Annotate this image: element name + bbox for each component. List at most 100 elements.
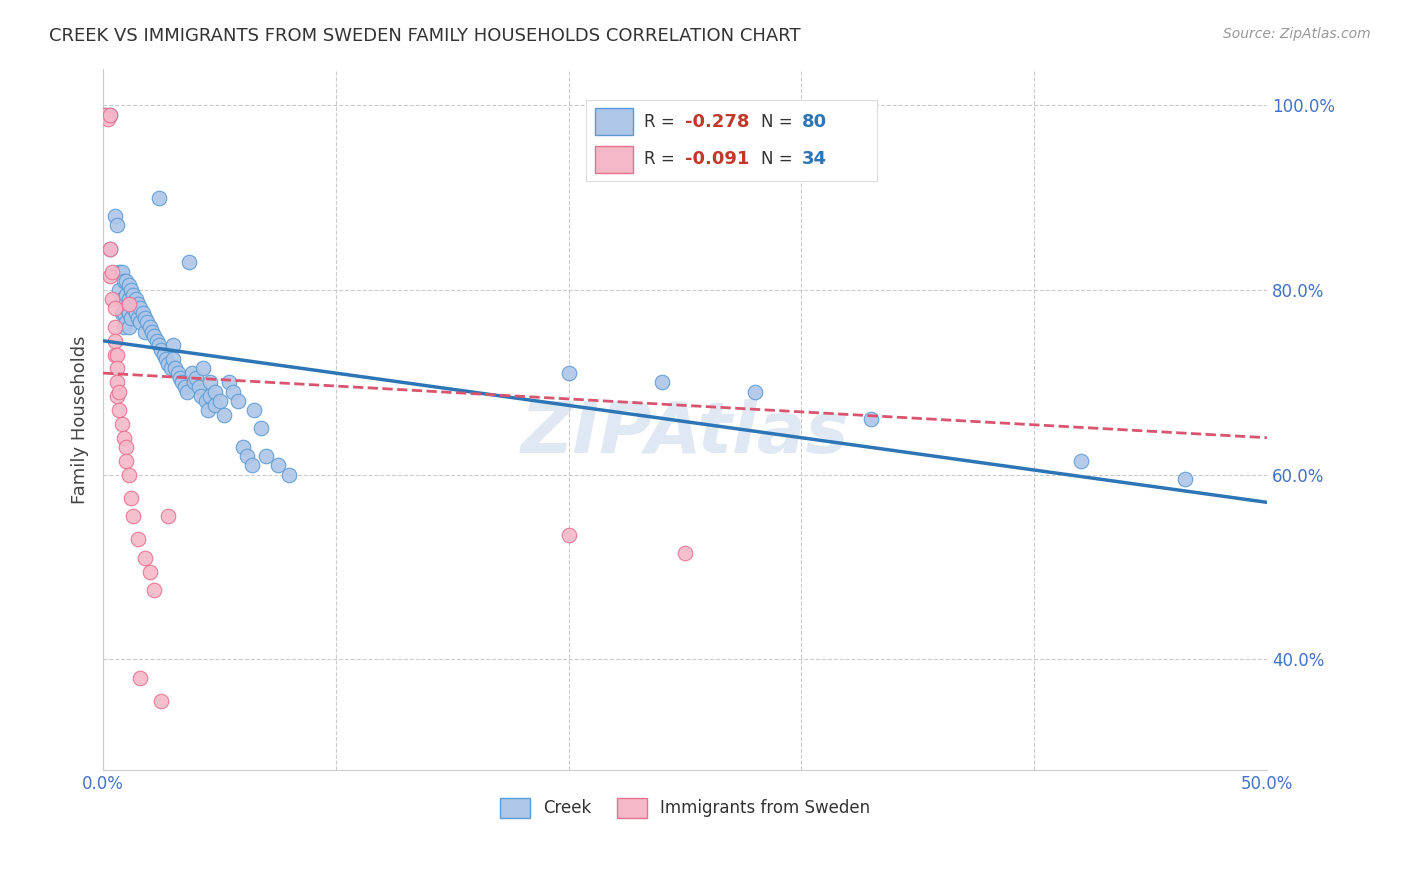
Point xyxy=(193,361,215,376)
Point xyxy=(218,376,240,390)
Legend: Creek, Immigrants from Sweden: Creek, Immigrants from Sweden xyxy=(494,791,877,825)
Point xyxy=(104,320,127,334)
Point xyxy=(129,315,152,329)
Point xyxy=(138,565,160,579)
Point xyxy=(243,403,266,417)
Point xyxy=(145,334,167,348)
Point xyxy=(148,338,170,352)
Point xyxy=(169,370,191,384)
Point xyxy=(129,671,152,685)
Point xyxy=(651,376,673,390)
Point xyxy=(198,389,221,403)
Point xyxy=(134,310,156,325)
Y-axis label: Family Households: Family Households xyxy=(72,335,89,503)
Point xyxy=(127,533,149,547)
Point xyxy=(176,384,198,399)
Point xyxy=(744,384,766,399)
Point xyxy=(118,297,141,311)
Point xyxy=(1174,472,1197,486)
Point xyxy=(127,310,149,325)
Point xyxy=(166,366,188,380)
Point xyxy=(129,301,152,316)
Point xyxy=(122,287,145,301)
Point xyxy=(183,376,205,390)
Point xyxy=(112,274,135,288)
Point xyxy=(198,376,221,390)
Point xyxy=(111,306,134,320)
Point xyxy=(118,306,141,320)
Point xyxy=(122,301,145,316)
Point xyxy=(240,458,263,473)
Point xyxy=(101,264,124,278)
Point xyxy=(162,352,184,367)
Point xyxy=(162,338,184,352)
Point xyxy=(108,384,131,399)
Point xyxy=(150,694,173,708)
Point xyxy=(138,320,160,334)
Point xyxy=(98,269,121,284)
Point xyxy=(673,546,696,560)
Point xyxy=(187,380,209,394)
Point xyxy=(104,301,127,316)
Point xyxy=(115,315,138,329)
Point xyxy=(115,274,138,288)
Point xyxy=(122,509,145,524)
Point xyxy=(112,293,135,307)
Point xyxy=(115,287,138,301)
Point xyxy=(254,449,277,463)
Point xyxy=(108,264,131,278)
Point xyxy=(105,219,128,233)
Point xyxy=(860,412,883,426)
Point xyxy=(97,112,120,127)
Point xyxy=(105,348,128,362)
Point xyxy=(94,108,117,122)
Point xyxy=(108,403,131,417)
Point xyxy=(118,293,141,307)
Point xyxy=(197,403,219,417)
Point xyxy=(136,315,159,329)
Point xyxy=(165,361,187,376)
Point xyxy=(94,108,117,122)
Point xyxy=(104,209,127,223)
Point xyxy=(112,306,135,320)
Point xyxy=(98,242,121,256)
Point xyxy=(134,550,156,565)
Point xyxy=(172,376,194,390)
Point xyxy=(127,297,149,311)
Point xyxy=(125,306,148,320)
Point xyxy=(155,352,177,367)
Text: Source: ZipAtlas.com: Source: ZipAtlas.com xyxy=(1223,27,1371,41)
Point xyxy=(222,384,245,399)
Text: CREEK VS IMMIGRANTS FROM SWEDEN FAMILY HOUSEHOLDS CORRELATION CHART: CREEK VS IMMIGRANTS FROM SWEDEN FAMILY H… xyxy=(49,27,801,45)
Point xyxy=(232,440,254,454)
Point xyxy=(173,380,195,394)
Point xyxy=(118,278,141,293)
Point xyxy=(557,527,579,541)
Point xyxy=(120,310,142,325)
Text: ZIPAtlas: ZIPAtlas xyxy=(520,399,849,467)
Point xyxy=(125,293,148,307)
Point xyxy=(143,582,166,597)
Point xyxy=(159,361,181,376)
Point xyxy=(148,191,170,205)
Point xyxy=(141,325,163,339)
Point xyxy=(104,348,127,362)
Point xyxy=(105,376,128,390)
Point xyxy=(111,293,134,307)
Point xyxy=(179,255,201,269)
Point xyxy=(98,242,121,256)
Point xyxy=(226,393,249,408)
Point xyxy=(250,421,273,435)
Point xyxy=(104,334,127,348)
Point xyxy=(115,454,138,468)
Point xyxy=(194,393,217,408)
Point xyxy=(190,389,212,403)
Point xyxy=(112,431,135,445)
Point xyxy=(557,366,579,380)
Point xyxy=(1070,454,1092,468)
Point xyxy=(111,264,134,278)
Point xyxy=(180,366,202,380)
Point xyxy=(115,301,138,316)
Point xyxy=(157,509,180,524)
Point xyxy=(212,408,235,422)
